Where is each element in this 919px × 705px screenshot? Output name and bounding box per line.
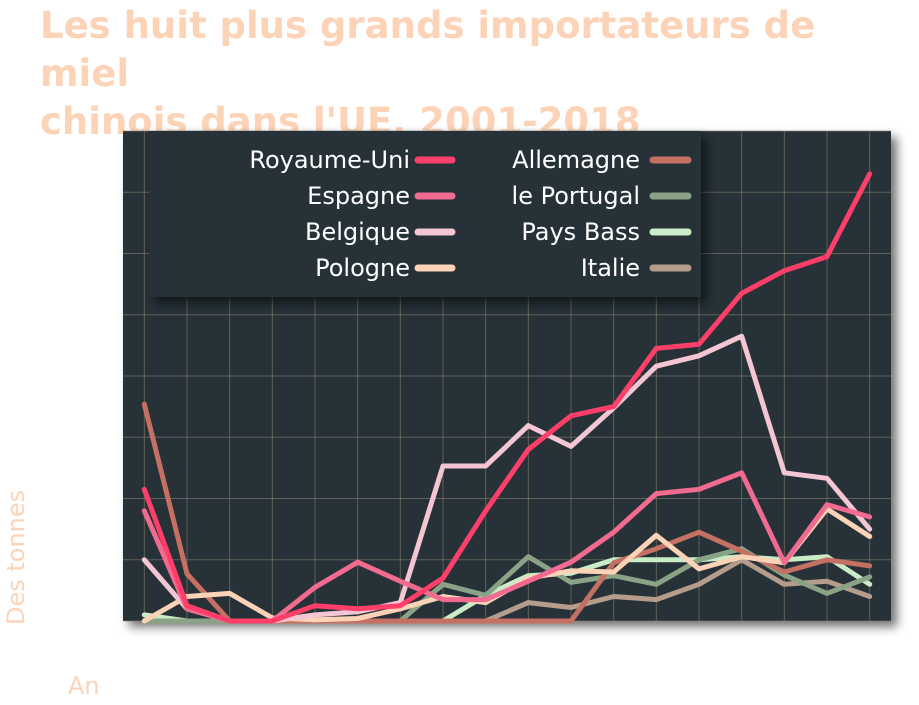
legend-label-espagne: Espagne — [307, 182, 410, 210]
legend-label-belgique: Belgique — [305, 218, 410, 246]
chart-title-line-1: Les huit plus grands importateurs de mie… — [40, 4, 816, 95]
legend-label-allemagne: Allemagne — [512, 146, 640, 174]
legend-label-royaume-uni: Royaume-Uni — [249, 146, 410, 174]
chart-series — [141, 171, 873, 624]
legend-label-pologne: Pologne — [315, 254, 410, 282]
legend: Royaume-Uni Espagne Belgique Pologne Allemag… — [149, 131, 701, 297]
y-axis-label: Des tonnes — [2, 489, 30, 625]
x-axis-label: An — [68, 672, 100, 700]
legend-label-italie: Italie — [581, 254, 640, 282]
series-line-royaume-uni — [141, 171, 873, 624]
legend-label-pays-bass: Pays Bass — [521, 218, 640, 246]
legend-label-le-portugal: le Portugal — [512, 182, 640, 210]
